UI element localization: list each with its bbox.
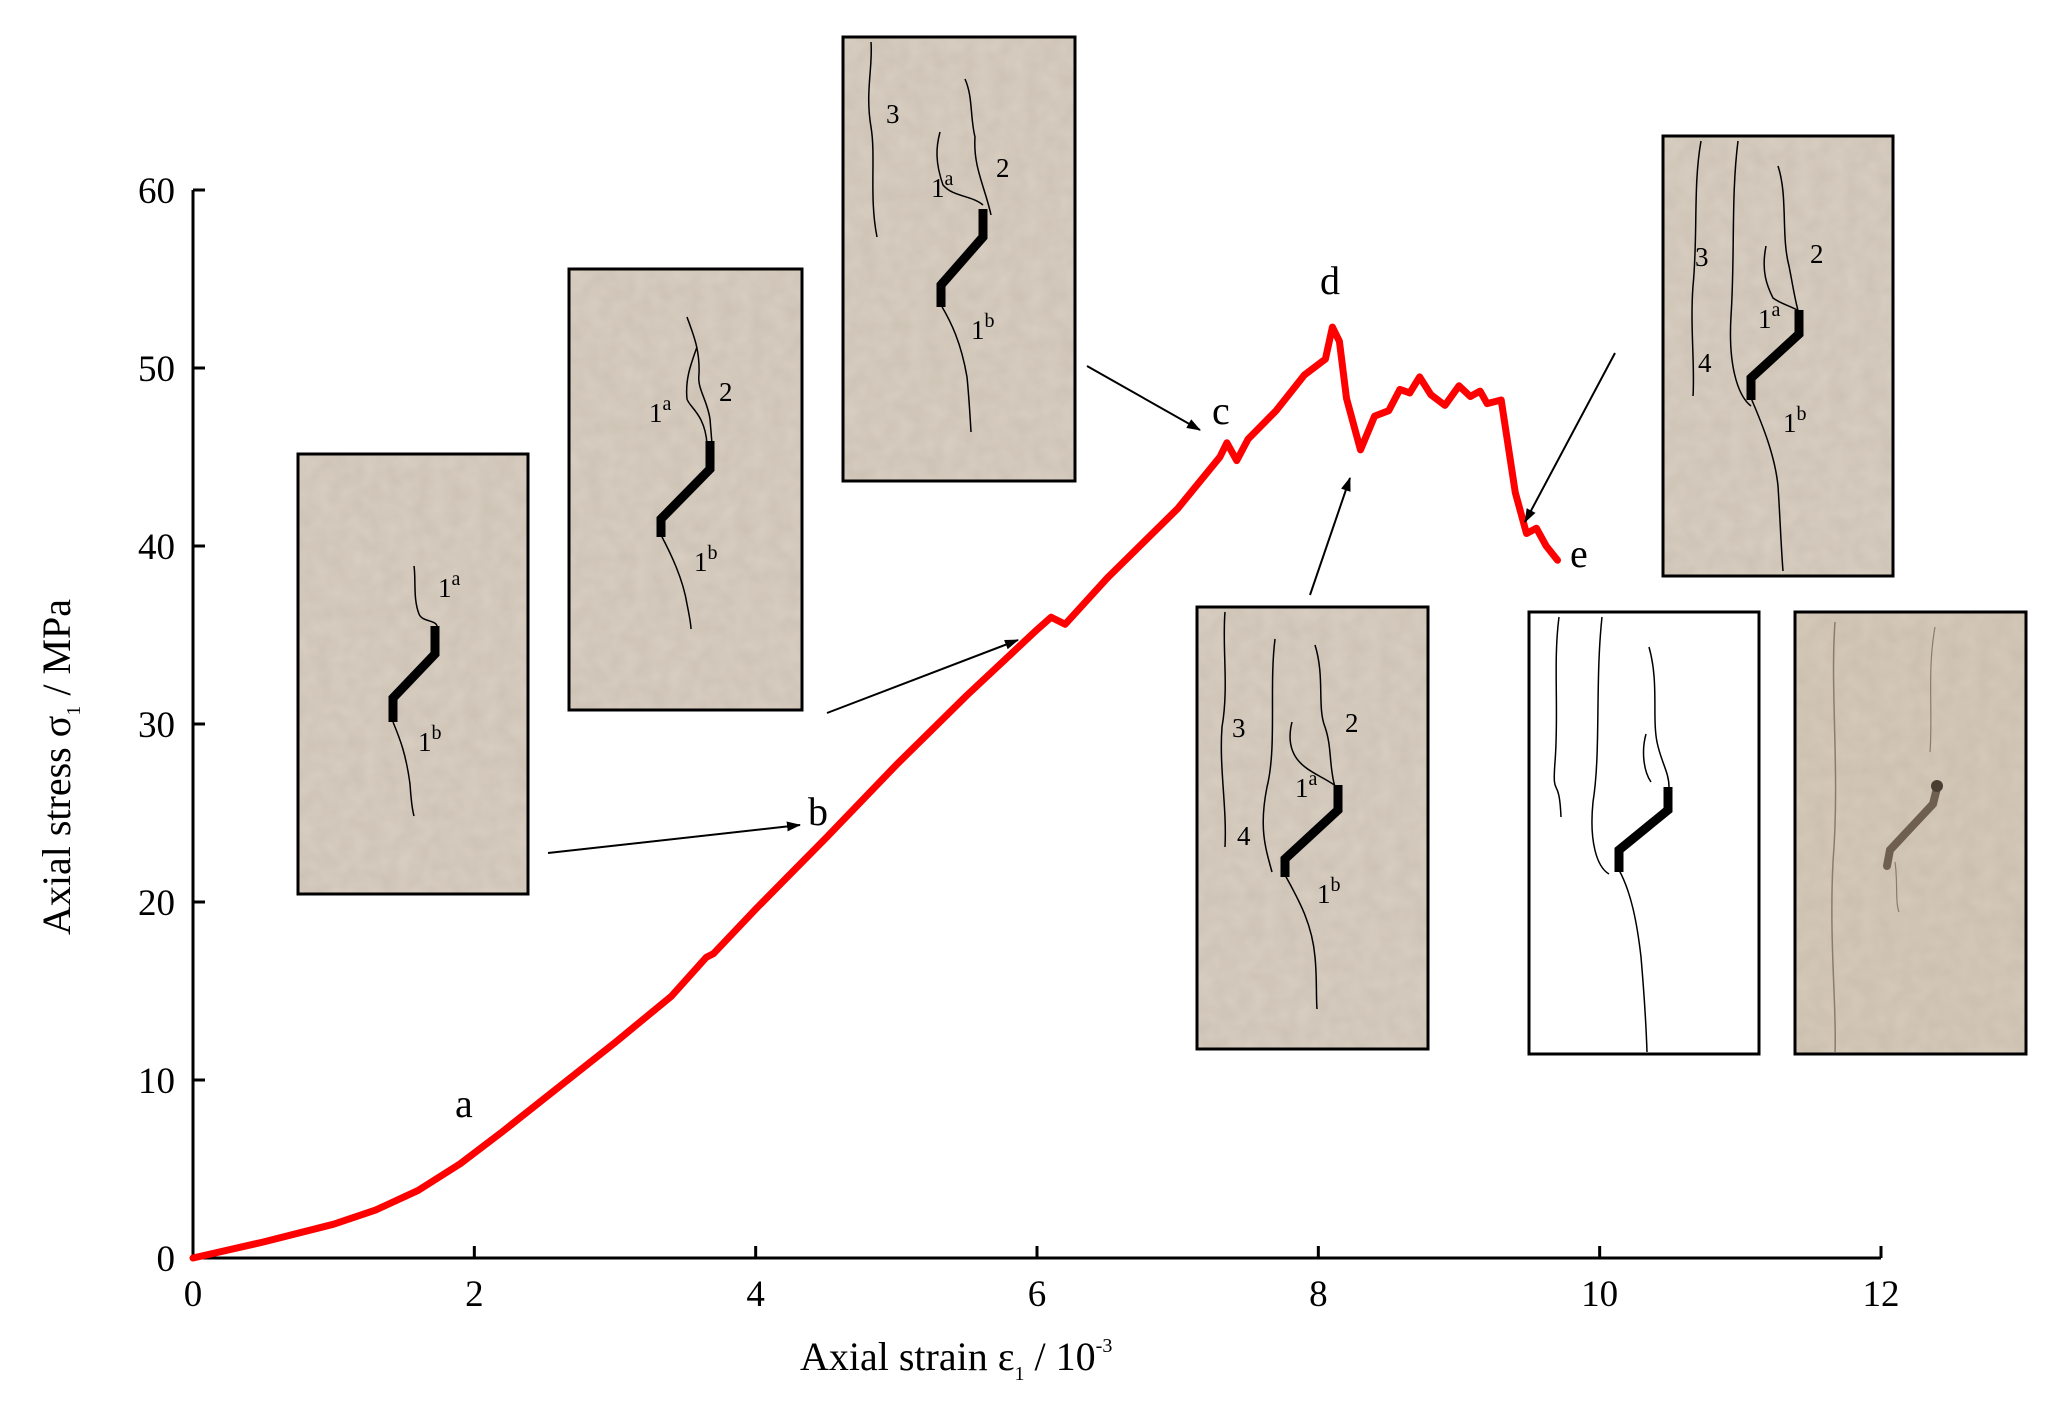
arrow-to-d: [1309, 477, 1351, 596]
y-tick-label: 0: [157, 1239, 176, 1280]
arrow-to-c: [1086, 365, 1201, 431]
y-tick-label: 10: [138, 1061, 175, 1102]
stage-label-e: e: [1570, 531, 1588, 576]
svg-text:2: 2: [1345, 708, 1359, 738]
x-tick-label: 0: [184, 1274, 203, 1315]
svg-text:1a: 1a: [649, 393, 672, 428]
arrow-to-b: [547, 821, 801, 854]
stage-label-d: d: [1320, 258, 1340, 303]
y-tick-label: 40: [138, 527, 175, 568]
y-axis-title: Axial stress σ1 / MPa: [34, 599, 85, 935]
svg-text:1b: 1b: [971, 310, 995, 345]
x-tick-label: 4: [746, 1274, 765, 1315]
arrow-to-e: [1524, 352, 1616, 523]
svg-text:3: 3: [1695, 242, 1709, 272]
crack-inset-stage-e: 3 2 1a 4 1b: [1661, 134, 1895, 578]
svg-text:1a: 1a: [1758, 299, 1781, 334]
crack-inset-stage-d: 3 2 1a 4 1b: [1195, 605, 1430, 1051]
svg-text:3: 3: [886, 99, 900, 129]
arrow-to-stage-b-c: [826, 639, 1019, 714]
x-tick-label: 6: [1028, 1274, 1047, 1315]
y-tick-label: 50: [138, 349, 175, 390]
stage-label-a: a: [455, 1081, 473, 1126]
svg-text:1b: 1b: [1317, 874, 1341, 909]
y-ticks: 0 10 20 30 40 50 60: [138, 171, 205, 1280]
svg-text:2: 2: [996, 153, 1010, 183]
svg-text:4: 4: [1237, 821, 1251, 851]
specimen-photo-panel: [1793, 610, 2028, 1056]
crack-inset-stage-a: 1a 1b: [296, 452, 530, 896]
x-tick-label: 2: [465, 1274, 484, 1315]
pointer-arrows: [547, 352, 1616, 854]
svg-text:1a: 1a: [1295, 768, 1318, 803]
y-tick-label: 20: [138, 883, 175, 924]
y-tick-label: 60: [138, 171, 175, 212]
svg-text:2: 2: [719, 377, 733, 407]
crack-inset-stage-b: 1a 2 1b: [567, 267, 804, 712]
stage-label-b: b: [808, 789, 828, 834]
stress-strain-curve: [189, 323, 1561, 1262]
svg-text:2: 2: [1810, 239, 1824, 269]
y-tick-label: 30: [138, 705, 175, 746]
x-axis-title: Axial strain ε1 / 10-3: [800, 1334, 1112, 1385]
svg-text:1a: 1a: [438, 568, 461, 603]
x-tick-label: 8: [1309, 1274, 1328, 1315]
svg-text:4: 4: [1698, 348, 1712, 378]
x-tick-label: 12: [1863, 1274, 1900, 1315]
crack-sketch-panel: [1527, 610, 1761, 1056]
crack-inset-stage-c: 3 1a 2 1b: [841, 35, 1077, 483]
svg-text:1a: 1a: [931, 168, 954, 203]
svg-text:3: 3: [1232, 713, 1246, 743]
x-ticks: 0 2 4 6 8 10 12: [184, 1246, 1900, 1315]
svg-text:1b: 1b: [1783, 403, 1807, 438]
stage-label-c: c: [1212, 388, 1230, 433]
svg-text:1b: 1b: [694, 542, 718, 577]
x-tick-label: 10: [1581, 1274, 1618, 1315]
svg-text:1b: 1b: [418, 722, 442, 757]
